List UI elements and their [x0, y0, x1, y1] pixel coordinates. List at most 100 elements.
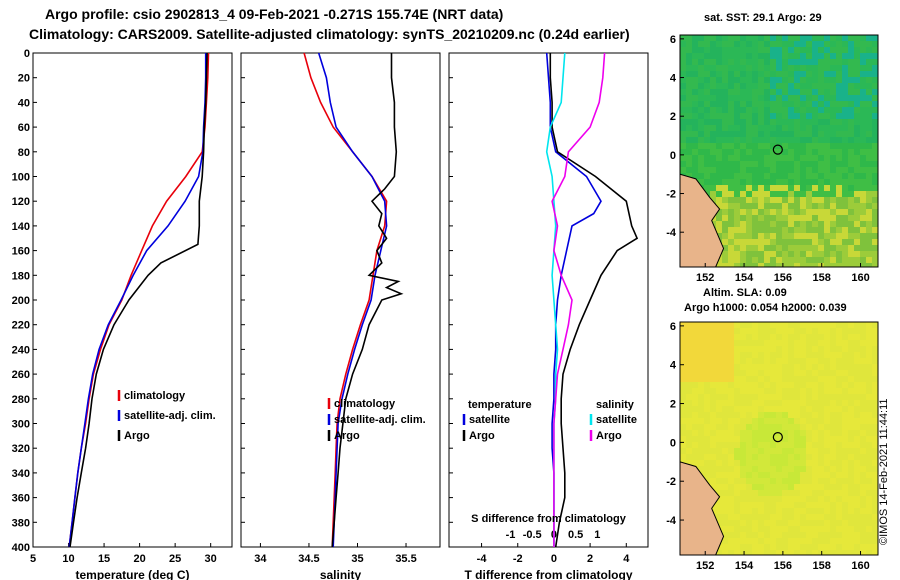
map-cell [710, 406, 716, 412]
depth-tick-label: 240 [12, 344, 30, 356]
map-cell [722, 352, 728, 358]
map-cell [836, 484, 842, 490]
map-cell [746, 334, 752, 340]
map-cell [854, 484, 860, 490]
map-cell [764, 251, 770, 257]
map-cell [704, 71, 710, 77]
map-cell [830, 251, 836, 257]
map-cell [746, 520, 752, 526]
map-cell [728, 233, 734, 239]
map-cell [776, 406, 782, 412]
map-cell [824, 466, 830, 472]
map-cell [770, 227, 776, 233]
map-cell [710, 376, 716, 382]
map-cell [782, 454, 788, 460]
map-cell [770, 233, 776, 239]
map-cell [794, 173, 800, 179]
map-cell [806, 131, 812, 137]
map-cell [848, 478, 854, 484]
map-cell [842, 143, 848, 149]
map-cell [830, 484, 836, 490]
map-cell [704, 89, 710, 95]
map-cell [788, 334, 794, 340]
map-cell [836, 346, 842, 352]
map-cell [698, 382, 704, 388]
map-cell [734, 364, 740, 370]
map-cell [722, 191, 728, 197]
map-cell [758, 119, 764, 125]
map-cell [758, 71, 764, 77]
map-cell [716, 394, 722, 400]
map-cell [848, 424, 854, 430]
map-cell [854, 95, 860, 101]
map-cell [872, 47, 878, 53]
map-cell [872, 251, 878, 257]
map-cell [740, 167, 746, 173]
map-cell [692, 161, 698, 167]
map-cell [680, 430, 686, 436]
map-cell [794, 442, 800, 448]
map-cell [812, 394, 818, 400]
map-cell [746, 370, 752, 376]
map-cell [806, 340, 812, 346]
map-cell [818, 203, 824, 209]
map-cell [686, 53, 692, 59]
map-cell [818, 406, 824, 412]
temperature-legend-label: satellite-adj. clim. [124, 410, 216, 422]
map-cell [752, 508, 758, 514]
map-cell [860, 406, 866, 412]
map-cell [722, 424, 728, 430]
map-cell [770, 490, 776, 496]
map-cell [812, 89, 818, 95]
map-cell [716, 514, 722, 520]
map-cell [788, 496, 794, 502]
map-cell [854, 442, 860, 448]
map-cell [752, 364, 758, 370]
map-cell [812, 179, 818, 185]
map-cell [806, 502, 812, 508]
map-cell [866, 113, 872, 119]
map-cell [800, 322, 806, 328]
map-cell [842, 233, 848, 239]
map-cell [698, 161, 704, 167]
map-cell [776, 364, 782, 370]
map-cell [752, 532, 758, 538]
map-cell [794, 257, 800, 263]
map-cell [710, 358, 716, 364]
depth-tick-label: 220 [12, 320, 30, 332]
map-cell [836, 191, 842, 197]
map-cell [716, 41, 722, 47]
map-cell [818, 155, 824, 161]
map-cell [806, 233, 812, 239]
map-cell [818, 346, 824, 352]
map-cell [842, 161, 848, 167]
map-cell [836, 161, 842, 167]
map-cell [728, 149, 734, 155]
map-cell [824, 484, 830, 490]
map-cell [806, 173, 812, 179]
map-cell [758, 322, 764, 328]
map-cell [758, 185, 764, 191]
map-cell [800, 215, 806, 221]
map-cell [746, 550, 752, 555]
map-cell [824, 89, 830, 95]
map-cell [806, 454, 812, 460]
map-cell [782, 215, 788, 221]
map-cell [824, 47, 830, 53]
map-cell [812, 442, 818, 448]
map-cell [854, 550, 860, 555]
map-cell [824, 394, 830, 400]
map-cell [824, 490, 830, 496]
salinity-frame [240, 52, 441, 548]
sst-map-frame [679, 34, 879, 268]
map-cell [746, 131, 752, 137]
map-cell [728, 430, 734, 436]
map-cell [740, 263, 746, 267]
map-cell [758, 436, 764, 442]
x-tick-label: -4 [477, 553, 488, 565]
map-cell [716, 53, 722, 59]
map-cell [824, 251, 830, 257]
map-cell [848, 346, 854, 352]
map-cell [824, 221, 830, 227]
map-cell [812, 508, 818, 514]
